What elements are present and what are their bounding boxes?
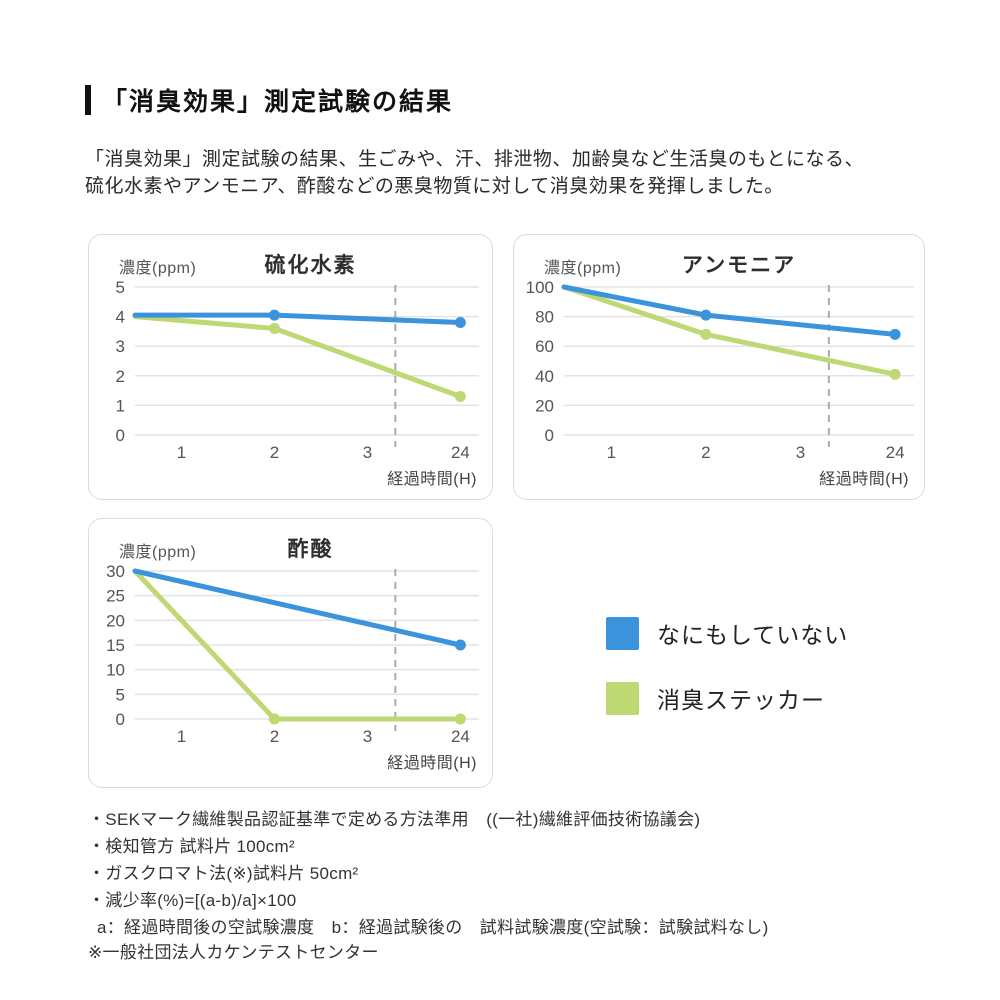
page-header: 「消臭効果」測定試験の結果: [85, 82, 453, 118]
svg-text:1: 1: [177, 443, 186, 462]
y-axis-label: 濃度(ppm): [544, 260, 622, 277]
chart-title: 酢酸: [287, 538, 334, 561]
footnote-line: ・検知管方 試料片 100cm²: [88, 837, 295, 856]
footnotes: ・SEKマーク繊維製品認証基準で定める方法準用 ((一社)繊維評価技術協議会) …: [88, 806, 769, 941]
bottom-note: ※一般社団法人カケンテストセンター: [88, 943, 379, 962]
page-title: 「消臭効果」測定試験の結果: [102, 88, 454, 116]
svg-text:5: 5: [116, 685, 125, 704]
svg-text:2: 2: [116, 367, 125, 386]
svg-text:15: 15: [106, 636, 125, 655]
intro-paragraph: 「消臭効果」測定試験の結果、生ごみや、汗、排泄物、加齢臭など生活臭のもとになる、…: [85, 146, 864, 200]
chart-header: 濃度(ppm) 酢酸: [89, 533, 492, 563]
x-axis-label: 経過時間(H): [387, 755, 477, 772]
x-axis-label: 経過時間(H): [387, 471, 477, 488]
heading-accent-bar: [85, 85, 91, 115]
svg-text:4: 4: [116, 308, 125, 327]
svg-text:0: 0: [116, 710, 125, 729]
chart-legend: なにもしていない 消臭ステッカー: [606, 616, 848, 746]
hydrogen-sulfide-plot: 5 4 3 2 1 0 1 2 3 24: [116, 279, 479, 462]
legend-item-sticker: 消臭ステッカー: [606, 681, 848, 715]
chart-title: アンモニア: [681, 254, 797, 277]
svg-text:3: 3: [363, 443, 372, 462]
svg-text:100: 100: [526, 279, 554, 297]
y-axis-label: 濃度(ppm): [119, 260, 197, 277]
x-axis-label: 経過時間(H): [819, 471, 909, 488]
ammonia-chart-panel: 濃度(ppm) アンモニア 100 80 60 40 20 0 1 2 3 24 経過時間(H): [513, 234, 925, 500]
intro-line-2: 硫化水素やアンモニア、酢酸などの悪臭物質に対して消臭効果を発揮しました。: [85, 176, 784, 197]
svg-text:5: 5: [116, 279, 125, 297]
footnote-line: ・SEKマーク繊維製品認証基準で定める方法準用 ((一社)繊維評価技術協議会): [88, 810, 701, 829]
svg-text:60: 60: [535, 337, 554, 356]
svg-text:2: 2: [701, 443, 710, 462]
chart-header: 濃度(ppm) アンモニア: [514, 249, 924, 279]
y-axis-label: 濃度(ppm): [119, 544, 197, 561]
svg-text:2: 2: [270, 443, 279, 462]
intro-line-1: 「消臭効果」測定試験の結果、生ごみや、汗、排泄物、加齢臭など生活臭のもとになる、: [85, 149, 865, 170]
chart-header: 濃度(ppm) 硫化水素: [89, 249, 492, 279]
svg-text:30: 30: [106, 563, 125, 581]
svg-text:40: 40: [535, 367, 554, 386]
footnote-line: ・ガスクロマト法(※)試料片 50cm²: [88, 864, 359, 883]
svg-text:1: 1: [177, 727, 186, 746]
svg-text:3: 3: [116, 337, 125, 356]
svg-text:0: 0: [116, 426, 125, 445]
blue-legend-swatch: [606, 616, 639, 650]
hydrogen-sulfide-chart-panel: 濃度(ppm) 硫化水素 5 4 3 2 1 0 1 2 3 24 経過時間(H): [88, 234, 493, 500]
svg-text:20: 20: [535, 396, 554, 415]
svg-text:1: 1: [116, 396, 125, 415]
acetic-acid-plot: 30 25 20 15 10 5 0 1 2 3 24: [106, 563, 479, 746]
footnote-line: ・減少率(%)=[(a-b)/a]×100: [88, 891, 297, 910]
svg-text:3: 3: [796, 443, 805, 462]
svg-text:24: 24: [451, 443, 470, 462]
svg-text:1: 1: [607, 443, 616, 462]
legend-item-untreated: なにもしていない: [606, 616, 848, 650]
acetic-acid-chart-panel: 濃度(ppm) 酢酸 30 25 20 15 10 5 0 1 2 3 24 経過時間(H): [88, 518, 493, 788]
footnote-line: a：経過時間後の空試験濃度 b：経過試験後の 試料試験濃度(空試験：試験試料なし…: [97, 918, 769, 937]
svg-text:0: 0: [545, 426, 554, 445]
svg-text:80: 80: [535, 308, 554, 327]
svg-text:3: 3: [363, 727, 372, 746]
svg-text:20: 20: [106, 611, 125, 630]
svg-text:25: 25: [106, 587, 125, 606]
ammonia-plot: 100 80 60 40 20 0 1 2 3 24: [526, 279, 914, 462]
svg-text:24: 24: [451, 727, 470, 746]
svg-text:24: 24: [886, 443, 905, 462]
chart-title: 硫化水素: [264, 254, 357, 277]
legend-label: なにもしていない: [657, 622, 849, 648]
green-legend-swatch: [606, 681, 639, 715]
legend-label: 消臭ステッカー: [657, 687, 825, 713]
svg-text:2: 2: [270, 727, 279, 746]
svg-text:10: 10: [106, 661, 125, 680]
